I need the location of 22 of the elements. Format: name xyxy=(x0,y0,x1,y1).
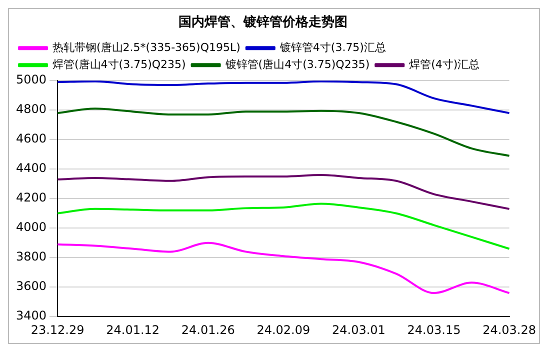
y-tick-label: 4400 xyxy=(16,161,47,176)
chart-title: 国内焊管、镀锌管价格走势图 xyxy=(178,14,348,30)
y-tick-label: 3800 xyxy=(16,250,47,264)
x-tick-label: 24.03.28 xyxy=(482,322,536,337)
x-tick-label: 24.03.15 xyxy=(407,322,461,337)
y-tick-label: 4000 xyxy=(16,220,47,234)
y-tick-label: 5000 xyxy=(16,72,47,87)
x-tick-label: 24.02.09 xyxy=(256,322,310,337)
legend-label: 镀锌管4寸(3.75)汇总 xyxy=(278,40,386,54)
y-tick-label: 3400 xyxy=(16,308,47,323)
y-tick-label: 3600 xyxy=(16,279,47,294)
legend-label: 焊管(4寸)汇总 xyxy=(409,58,480,71)
x-tick-label: 23.12.29 xyxy=(30,322,84,337)
legend-label: 镀锌管(唐山4寸(3.75)Q235) xyxy=(224,58,370,71)
y-tick-label: 4200 xyxy=(16,190,47,205)
y-tick-label: 4800 xyxy=(16,102,47,116)
legend-label: 焊管(唐山4寸(3.75)Q235) xyxy=(52,58,186,71)
x-tick-label: 24.01.26 xyxy=(181,322,235,337)
x-tick-label: 24.01.12 xyxy=(106,322,160,337)
x-tick-label: 24.03.01 xyxy=(332,322,386,337)
y-tick-label: 4600 xyxy=(16,132,47,146)
legend-label: 热轧带钢(唐山2.5*(335-365)Q195L) xyxy=(52,40,240,54)
